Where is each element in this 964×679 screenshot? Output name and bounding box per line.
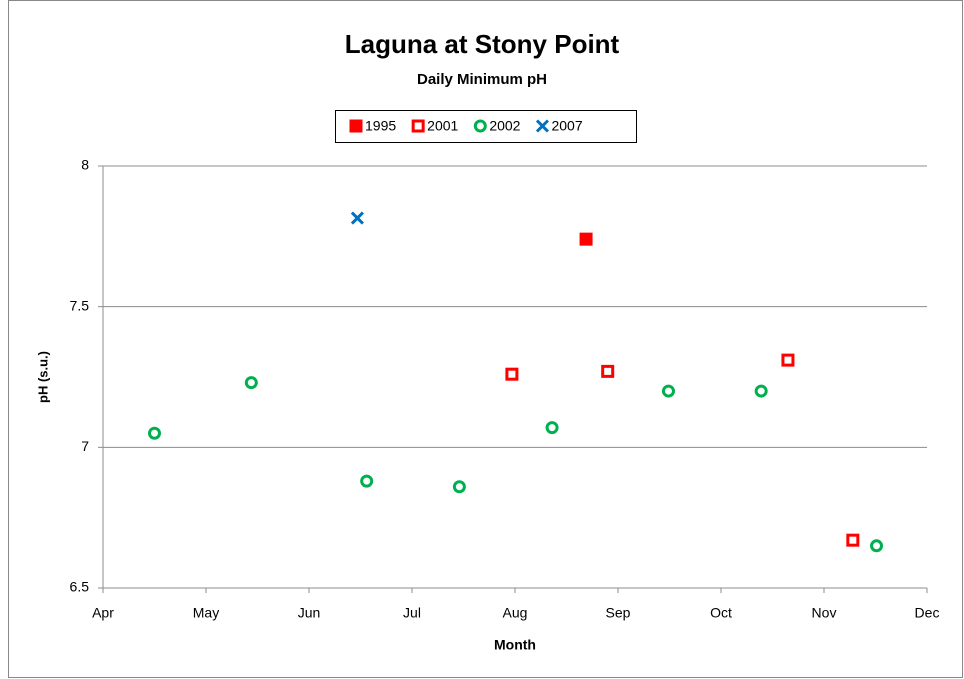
marker bbox=[545, 421, 559, 435]
x-tick-label: Nov bbox=[812, 605, 837, 621]
x-tick-label: Oct bbox=[710, 605, 732, 621]
x-tick-label: May bbox=[193, 605, 219, 621]
y-tick-label: 7 bbox=[81, 438, 89, 454]
x-tick-label: Dec bbox=[915, 605, 940, 621]
x-tick-label: Sep bbox=[606, 605, 631, 621]
legend-label: 2002 bbox=[489, 118, 520, 134]
marker bbox=[754, 384, 768, 398]
y-tick-label: 6.5 bbox=[70, 579, 90, 595]
marker bbox=[870, 539, 884, 553]
marker bbox=[244, 376, 258, 390]
y-tick-label: 8 bbox=[81, 157, 89, 173]
marker bbox=[535, 119, 550, 133]
x-tick-label: Jul bbox=[403, 605, 421, 621]
x-axis-label: Month bbox=[494, 637, 536, 653]
marker bbox=[781, 353, 795, 367]
marker bbox=[601, 364, 615, 378]
y-tick-label: 7.5 bbox=[70, 297, 90, 313]
marker bbox=[846, 533, 860, 547]
marker bbox=[505, 367, 519, 381]
chart-frame bbox=[8, 0, 963, 678]
y-axis-label: pH (s.u.) bbox=[35, 351, 50, 403]
marker bbox=[661, 384, 675, 398]
marker bbox=[349, 119, 363, 133]
legend-label: 2007 bbox=[551, 118, 582, 134]
chart-subtitle: Daily Minimum pH bbox=[417, 71, 547, 88]
marker bbox=[452, 480, 466, 494]
x-tick-label: Aug bbox=[503, 605, 528, 621]
marker bbox=[350, 211, 364, 225]
legend-label: 2001 bbox=[427, 118, 458, 134]
marker bbox=[579, 232, 593, 246]
marker bbox=[148, 426, 161, 440]
chart-title: Laguna at Stony Point bbox=[345, 29, 620, 59]
x-tick-label: Apr bbox=[92, 605, 114, 621]
marker bbox=[473, 119, 487, 133]
legend-label: 1995 bbox=[365, 118, 396, 134]
marker bbox=[411, 119, 425, 133]
marker bbox=[360, 474, 374, 488]
x-tick-label: Jun bbox=[298, 605, 321, 621]
